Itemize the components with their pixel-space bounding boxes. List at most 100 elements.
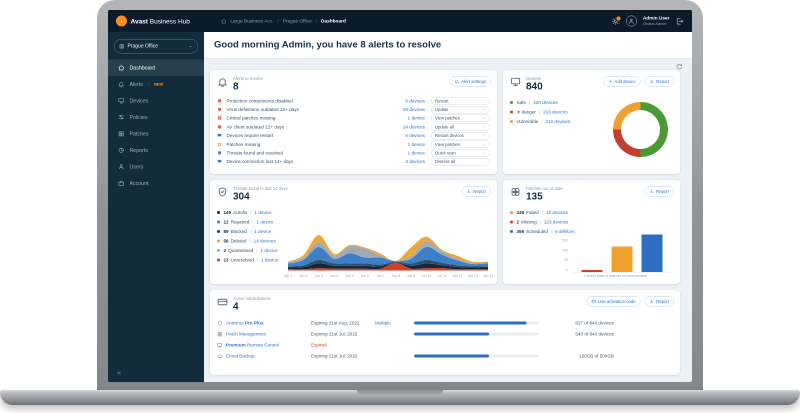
org-selector[interactable]: Prague Office (114, 39, 198, 54)
legend-device-link[interactable]: 420 devices (533, 99, 558, 105)
chevron-down-icon (483, 108, 487, 112)
x-axis-label: Jun 6 (360, 274, 370, 279)
alert-settings-button[interactable]: Alert settings (449, 76, 491, 87)
legend-device-link[interactable]: 1 device (254, 228, 272, 234)
sidebar-item-alerts[interactable]: Alerts | NEW (108, 76, 204, 93)
subscription-name-link[interactable]: Patch Management (226, 331, 266, 337)
legend-device-link[interactable]: 1 device (254, 209, 272, 215)
sidebar-item-dashboard[interactable]: Dashboard (108, 59, 204, 76)
legend-device-link[interactable]: 6 devices (555, 228, 575, 234)
report-button[interactable]: Report (644, 186, 674, 197)
subscription-progress (414, 332, 539, 336)
patch-icon (217, 116, 222, 121)
legend-separator: | (541, 118, 543, 124)
logout-icon[interactable] (676, 17, 685, 26)
breadcrumb-item[interactable]: Large Business Acc. (230, 18, 274, 24)
alert-devices-link[interactable]: 14 devices (402, 124, 425, 130)
alert-devices-link[interactable]: 1 device (407, 150, 425, 156)
shield-icon (217, 107, 222, 112)
report-button[interactable]: Report (644, 296, 674, 307)
alert-devices-link[interactable]: 3 devices (405, 159, 425, 165)
alert-action-dropdown[interactable]: Update (431, 105, 490, 114)
legend-device-link[interactable]: 1 device (261, 257, 279, 263)
settings-gear-button[interactable] (611, 15, 622, 26)
refresh-icon[interactable] (676, 63, 684, 71)
subscription-name-link[interactable]: Cloud Backup (226, 353, 255, 359)
sidebar-nav: Dashboard Alerts | NEW Devices Policies Patche… (108, 59, 204, 192)
user-role: Global Admin (642, 21, 667, 27)
sidebar-item-devices[interactable]: Devices (108, 93, 204, 110)
avatar[interactable] (625, 15, 637, 27)
x-axis-label: Jun 10 (421, 274, 432, 279)
download-icon (650, 189, 655, 194)
alert-action-dropdown[interactable]: Quick scan (431, 149, 490, 157)
legend-count: 56 (223, 238, 229, 244)
app-title: Avast Business Hub (130, 17, 190, 25)
sidebar-collapse-button[interactable]: « (117, 368, 122, 378)
alert-label: AV client outdated 21+ days (226, 124, 285, 130)
alert-action-dropdown[interactable]: Update all (431, 123, 490, 131)
patches-card-header: Patches out of date 135 (510, 186, 673, 203)
legend-dot (510, 119, 513, 123)
area-chart-x-axis: Jun 1 Jun 2 Jun 3 Jun 4 Jun 5 Jun 6 Jun 7 Jun 8… (284, 274, 493, 280)
credit-card-icon (217, 297, 228, 308)
report-button[interactable]: Report (644, 76, 674, 87)
legend-device-link[interactable]: 210 devices (545, 118, 571, 124)
report-button[interactable]: Report (461, 186, 491, 197)
alert-action-dropdown[interactable]: View patches (431, 114, 490, 122)
legend-device-link[interactable]: 123 devices (543, 219, 569, 225)
sidebar-item-label: Dashboard (129, 64, 156, 71)
legend-separator: | (541, 209, 543, 215)
sidebar-item-patches[interactable]: Patches (108, 126, 204, 143)
alert-label: Device connection lost 14+ days (226, 159, 294, 165)
patches-count: 135 (526, 191, 543, 202)
alert-action-dropdown[interactable]: Restart (431, 97, 490, 105)
area-chart-svg (288, 235, 488, 271)
legend-device-link[interactable]: 14 devices (253, 238, 276, 244)
alert-action-label: Restart devices (435, 133, 464, 139)
alert-devices-link[interactable]: 1 device (407, 141, 425, 147)
legend-device-link[interactable]: 16 devices (545, 209, 568, 215)
breadcrumb-item[interactable]: Dashboard (321, 18, 346, 24)
bar-chart-caption: Current state of patches on your devices (584, 274, 647, 279)
monitor-icon (217, 342, 223, 348)
subscription-name-link[interactable]: Premium Remote Control (226, 342, 280, 348)
add-device-button[interactable]: Add device (602, 76, 641, 87)
y-axis-tick: 300 (562, 238, 568, 243)
alert-action-dropdown[interactable]: Restart devices (431, 131, 490, 140)
multiple-link[interactable]: Multiple (375, 320, 391, 326)
breadcrumb-item[interactable]: Prague Office (282, 18, 312, 24)
user-info[interactable]: Admin User Global Admin (643, 16, 670, 27)
sidebar-item-account[interactable]: Account (108, 175, 204, 192)
use-activation-code-button[interactable]: Use activation code (586, 296, 641, 307)
patches-legend: 245 Failed | 16 devices 2 Missing | 123 devices… (510, 208, 673, 237)
threats-card-header: Threats found in last 14 days 304 (217, 186, 490, 203)
alert-devices-link[interactable]: 45 devices (402, 107, 425, 113)
subscription-name-link[interactable]: Antivirus Pro Plus (226, 320, 264, 326)
chevron-down-icon (483, 99, 487, 103)
legend-row: In danger | 210 devices (510, 107, 673, 117)
shield-icon (217, 320, 223, 326)
legend-device-link[interactable]: 210 devices (543, 109, 568, 115)
sidebar-item-reports[interactable]: Reports (108, 142, 204, 159)
alert-devices-link[interactable]: 1 device (407, 115, 425, 121)
subscriptions-card-buttons: Use activation code Report (586, 296, 674, 307)
alert-action-dropdown[interactable]: View patches (431, 140, 490, 149)
card-title: Threats found in last 14 days (233, 186, 288, 191)
legend-device-link[interactable]: 1 device (260, 247, 278, 253)
progress-fill (414, 332, 489, 336)
subscription-progress (414, 321, 539, 325)
progress-fill (414, 354, 489, 358)
alert-devices-link[interactable]: 6 devices (405, 98, 425, 104)
subscription-expiry: Expiring 21st Jul, 2022 (311, 331, 358, 337)
sidebar-item-policies[interactable]: Policies (108, 109, 204, 126)
home-icon[interactable] (221, 18, 227, 24)
button-label: Report (656, 78, 669, 84)
topbar: Avast Business Hub Large Business Acc. / P… (108, 10, 692, 32)
alert-action-dropdown[interactable]: Dismiss all (431, 157, 490, 166)
legend-row: Vulnerable | 210 devices (510, 117, 673, 127)
alert-label: Virus definitions outdated 14+ days (226, 107, 299, 113)
alert-devices-link[interactable]: 6 devices (405, 133, 425, 139)
sidebar-item-users[interactable]: Users (108, 159, 204, 176)
legend-device-link[interactable]: 1 device (256, 219, 274, 225)
